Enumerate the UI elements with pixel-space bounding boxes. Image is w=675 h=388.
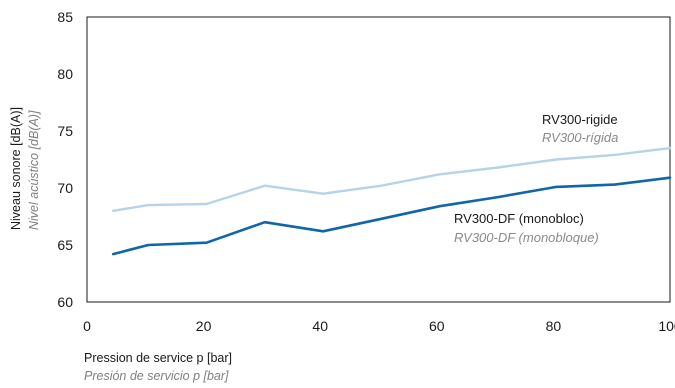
y-axis-ticks: 60 65 70 75 80 85 <box>57 9 73 310</box>
series-label-df-alt: RV300-DF (monobloque) <box>454 230 599 245</box>
plot-area <box>86 16 671 303</box>
y-tick-label: 75 <box>57 123 73 139</box>
x-tick-label: 0 <box>83 318 91 334</box>
x-tick-label: 80 <box>546 318 562 334</box>
series-label-rigide: RV300-rigide <box>542 112 618 127</box>
x-axis-title: Pression de service p [bar] <box>84 351 232 365</box>
y-axis-title: Niveau sonore [dB(A)] <box>9 107 23 230</box>
y-tick-label: 80 <box>57 66 73 82</box>
series-label-df: RV300-DF (monobloc) <box>454 211 584 226</box>
y-axis-title-alt: Nivel acústico [dB(A)] <box>27 110 41 230</box>
series-lines <box>111 146 672 256</box>
x-tick-label: 20 <box>196 318 212 334</box>
y-tick-label: 60 <box>57 294 73 310</box>
y-tick-label: 85 <box>57 9 73 25</box>
series-line-rigide <box>111 146 672 213</box>
x-tick-label: 60 <box>429 318 445 334</box>
x-axis-title-alt: Presión de servicio p [bar] <box>84 369 229 383</box>
series-label-rigide-alt: RV300-rígida <box>542 130 618 145</box>
y-tick-label: 70 <box>57 180 73 196</box>
x-tick-label: 100 <box>658 318 675 334</box>
y-tick-label: 65 <box>57 237 73 253</box>
x-axis-ticks: 0 20 40 60 80 100 <box>83 318 675 334</box>
x-tick-label: 40 <box>312 318 328 334</box>
series-line-df-monobloc <box>111 176 672 256</box>
